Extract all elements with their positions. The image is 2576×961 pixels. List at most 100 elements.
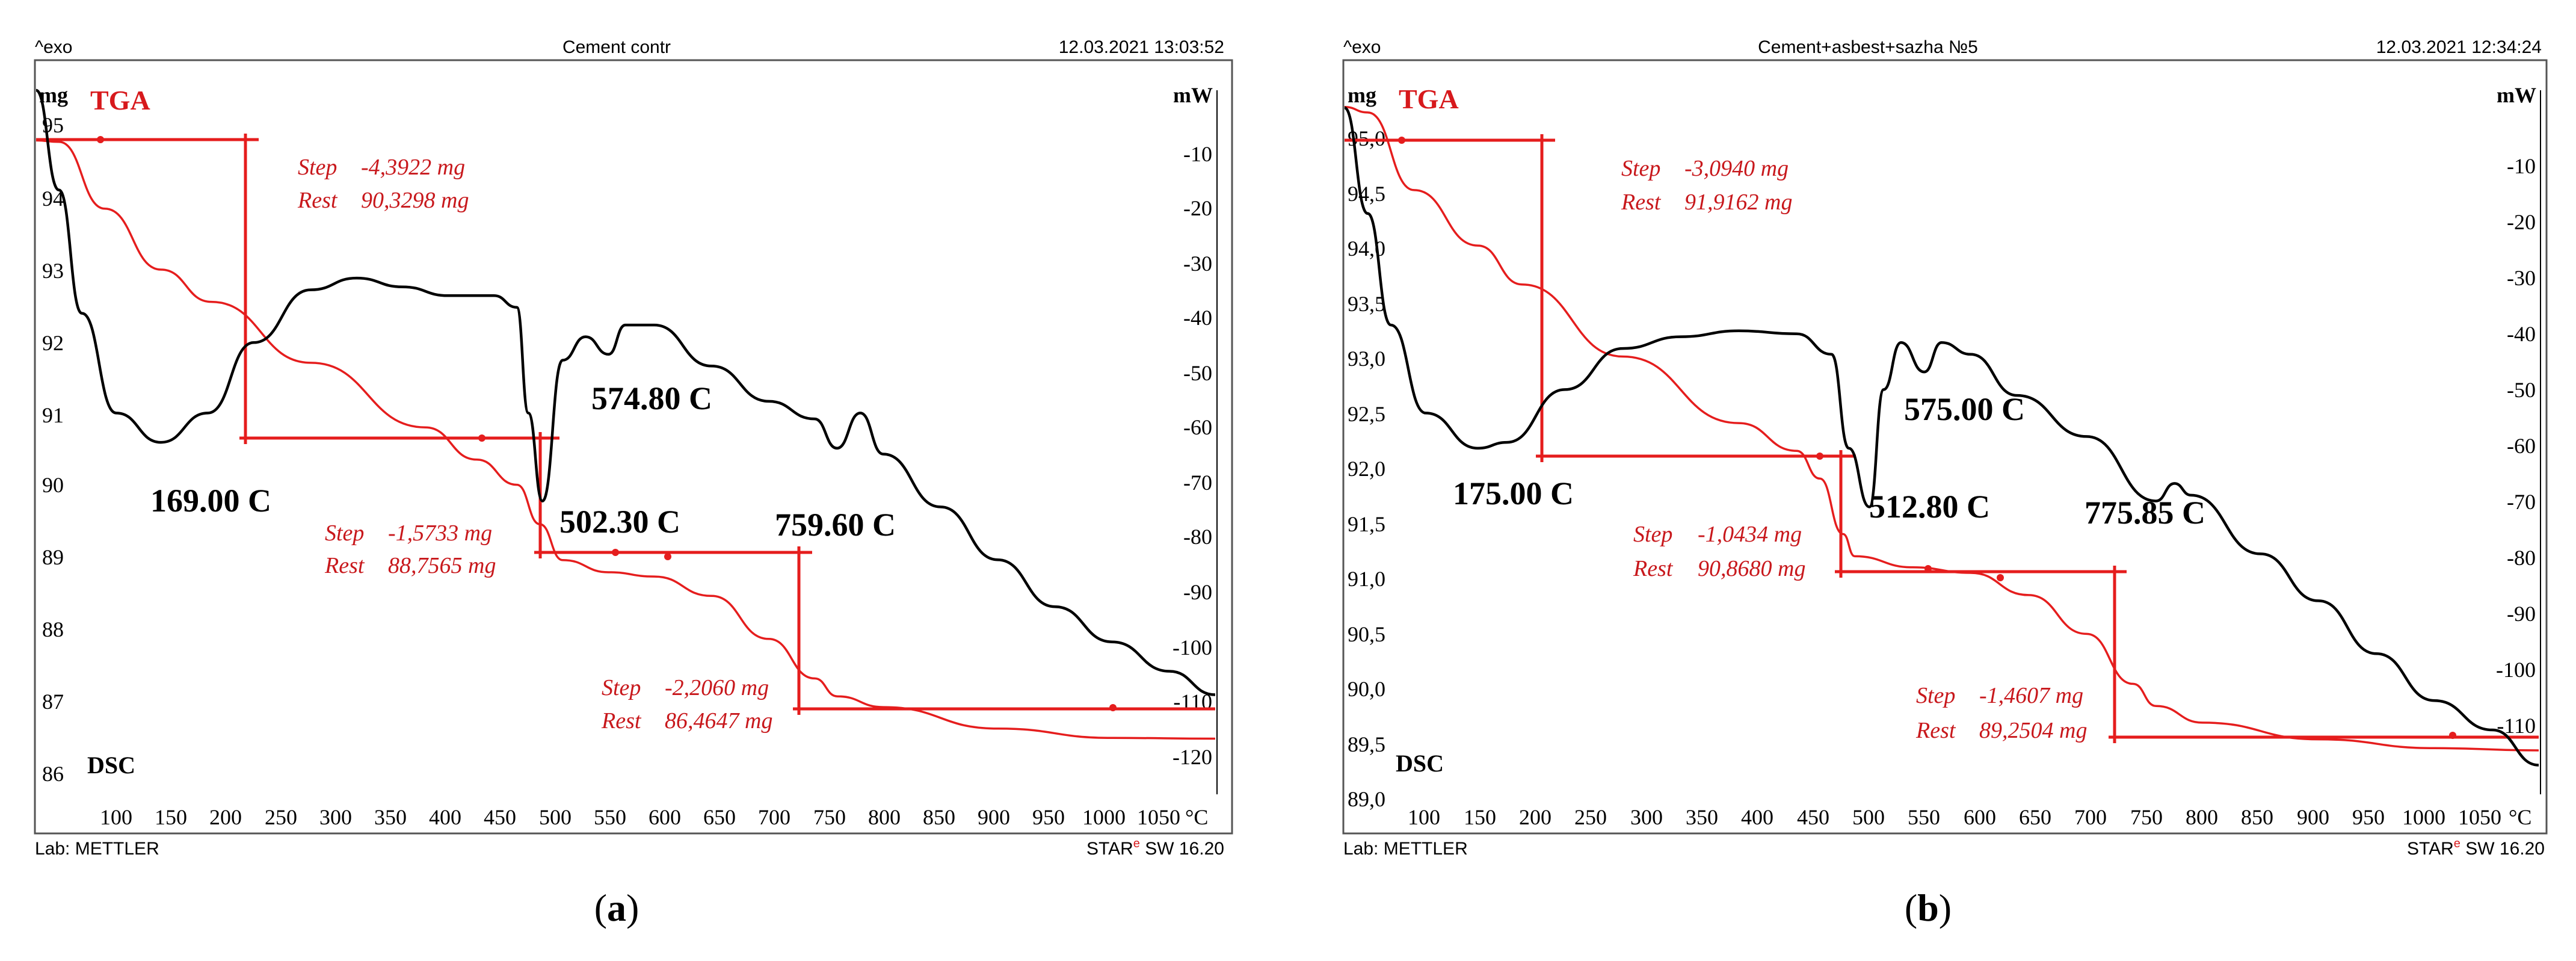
sw-version: SW 16.20 <box>1140 839 1224 859</box>
chart-title: Cement contr <box>562 37 671 57</box>
right-tick: -70 <box>1183 471 1212 495</box>
right-unit-label: mW <box>1173 83 1213 107</box>
caption-close: ) <box>626 886 639 929</box>
chart-title: Cement+asbest+sazha №5 <box>1758 37 1978 57</box>
right-tick: -20 <box>1183 196 1212 220</box>
chart-panel-b: ^exo Cement+asbest+sazha №5 12.03.2021 1… <box>1339 0 2560 961</box>
plot-frame <box>1342 59 2548 835</box>
step-value: -3,0940 mg <box>1684 156 1789 181</box>
x-tick: 750 <box>2130 805 2163 829</box>
right-ticks: -10 -20 -30 -40 -50 -60 -70 -80 -90 -100… <box>2496 154 2536 738</box>
left-tick: 89,5 <box>1348 732 1385 756</box>
x-tick: 300 <box>319 805 352 829</box>
left-unit-label: mg <box>39 83 68 107</box>
x-tick: 800 <box>2186 805 2218 829</box>
left-tick: 92 <box>42 331 64 355</box>
x-tick: 500 <box>539 805 572 829</box>
left-tick: 92,0 <box>1348 457 1385 481</box>
x-tick: 350 <box>1686 805 1718 829</box>
right-tick: -80 <box>1183 525 1212 549</box>
exo-label: ^exo <box>35 37 72 57</box>
x-tick: 300 <box>1630 805 1663 829</box>
star-brand: STAR <box>1086 839 1133 859</box>
x-tick: 400 <box>1741 805 1773 829</box>
x-tick: 850 <box>923 805 955 829</box>
right-tick: -70 <box>2507 490 2536 514</box>
x-tick: 350 <box>374 805 407 829</box>
left-tick: 93 <box>42 259 64 283</box>
left-unit-label: mg <box>1348 83 1376 107</box>
left-tick: 93,5 <box>1348 292 1385 316</box>
tga-label: TGA <box>1399 84 1459 114</box>
left-ticks: 95,0 94,5 94,0 93,5 93,0 92,5 92,0 91,5 … <box>1348 126 1385 811</box>
lab-label: Lab: METTLER <box>35 839 159 859</box>
rest-value: 86,4647 mg <box>665 708 772 734</box>
x-tick: 450 <box>484 805 516 829</box>
step-label: Step <box>298 155 337 180</box>
x-tick: 1050 <box>1137 805 1180 829</box>
caption-letter: b <box>1917 886 1939 929</box>
tga-curve <box>35 139 1216 740</box>
x-tick: 1050 <box>2458 805 2501 829</box>
right-tick: -100 <box>2496 658 2536 682</box>
caption-b: (b) <box>1905 886 1952 929</box>
x-tick: 250 <box>1574 805 1607 829</box>
step-annotation-2: Step -1,5733 mg Rest 88,7565 mg <box>324 521 496 578</box>
x-tick: 500 <box>1852 805 1885 829</box>
peak-label: 175.00 C <box>1453 475 1574 511</box>
x-tick: 150 <box>155 805 187 829</box>
rest-value: 90,3298 mg <box>361 188 469 213</box>
x-tick: 1000 <box>1082 805 1126 829</box>
step-value: -2,2060 mg <box>665 675 769 700</box>
x-tick: 600 <box>1964 805 1996 829</box>
right-tick: -60 <box>2507 434 2536 458</box>
right-tick: -50 <box>2507 378 2536 402</box>
caption-close: ) <box>1939 886 1952 929</box>
right-tick: -90 <box>2507 602 2536 626</box>
tga-marker <box>612 549 619 556</box>
right-tick: -10 <box>2507 154 2536 178</box>
x-tick: 200 <box>1519 805 1551 829</box>
x-tick: 700 <box>2074 805 2107 829</box>
x-tick: 900 <box>2297 805 2329 829</box>
tga-marker <box>1924 565 1932 572</box>
left-tick: 90,0 <box>1348 677 1385 701</box>
x-tick: 200 <box>209 805 242 829</box>
tga-marker <box>2449 732 2456 739</box>
right-tick: -60 <box>1183 415 1212 439</box>
peak-label: 574.80 C <box>591 380 712 416</box>
left-tick: 89,0 <box>1348 787 1385 811</box>
step-annotation-3: Step -1,4607 mg Rest 89,2504 mg <box>1915 683 2087 743</box>
x-tick: 150 <box>1464 805 1496 829</box>
x-tick: 850 <box>2241 805 2273 829</box>
tga-markers <box>97 136 1117 711</box>
tga-marker <box>97 136 104 143</box>
caption-letter: a <box>607 886 626 929</box>
dsc-curve <box>35 88 1216 696</box>
x-tick: 400 <box>429 805 461 829</box>
step-value: -1,0434 mg <box>1698 522 1802 547</box>
software-version: STARe SW 16.20 <box>2407 837 2545 859</box>
chart-datetime: 12.03.2021 12:34:24 <box>2376 37 2542 57</box>
step-annotation-2: Step -1,0434 mg Rest 90,8680 mg <box>1633 522 1805 581</box>
left-tick: 91,0 <box>1348 567 1385 591</box>
tga-label: TGA <box>90 85 150 116</box>
tga-marker <box>1109 704 1117 711</box>
rest-label: Rest <box>1915 718 1956 743</box>
peak-label: 169.00 C <box>150 483 271 519</box>
left-tick: 94,5 <box>1348 182 1385 206</box>
step-value: -1,5733 mg <box>388 521 492 546</box>
x-tick: 750 <box>813 805 846 829</box>
caption-open: ( <box>1905 886 1917 929</box>
x-tick: 100 <box>100 805 132 829</box>
dsc-curve <box>1343 107 2539 767</box>
tga-marker <box>1997 574 2004 581</box>
step-label: Step <box>1916 683 1955 708</box>
peak-label: 759.60 C <box>775 507 896 543</box>
left-tick: 90,5 <box>1348 622 1385 646</box>
dsc-label: DSC <box>87 752 135 779</box>
right-tick: -40 <box>1183 306 1212 330</box>
star-e-mark: e <box>2454 837 2460 850</box>
chart-svg-b: ^exo Cement+asbest+sazha №5 12.03.2021 1… <box>1342 37 2548 929</box>
right-tick: -10 <box>1183 142 1212 166</box>
